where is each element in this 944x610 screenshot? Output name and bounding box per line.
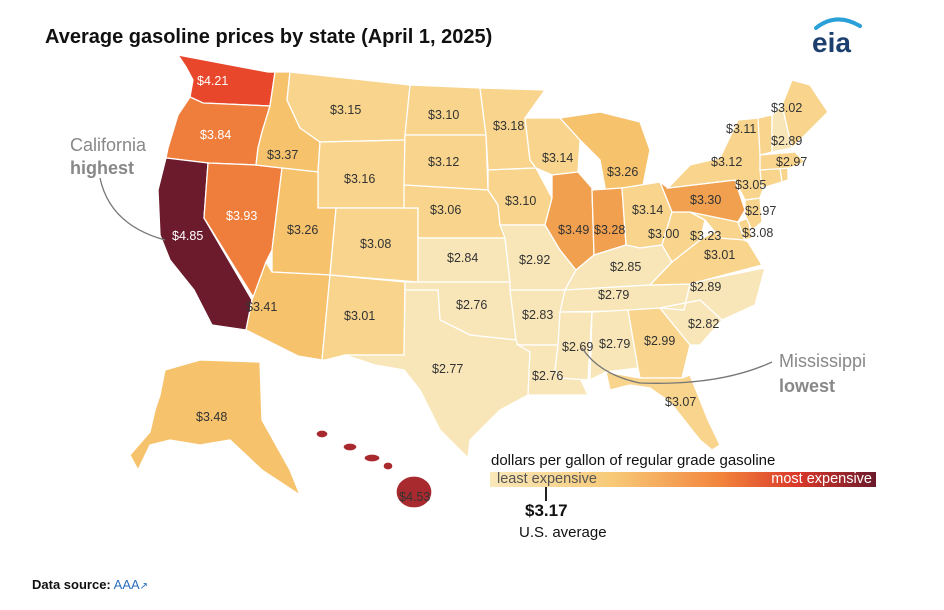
- price-label-ca: $4.85: [172, 229, 203, 243]
- price-label-sd: $3.12: [428, 155, 459, 169]
- price-label-nc: $2.89: [690, 280, 721, 294]
- state-texas[interactable]: [344, 289, 531, 460]
- state-alaska[interactable]: [129, 359, 302, 497]
- price-label-de: $3.08: [742, 226, 773, 240]
- state-hawaii[interactable]: [315, 429, 433, 509]
- legend-average-marker: [545, 487, 547, 501]
- price-label-tn: $2.79: [598, 288, 629, 302]
- price-label-hi: $4.53: [399, 490, 430, 504]
- price-label-ms: $2.69: [562, 340, 593, 354]
- price-label-md: $3.23: [690, 229, 721, 243]
- eia-logo[interactable]: eia: [808, 14, 868, 61]
- data-source-link[interactable]: AAA: [113, 577, 140, 592]
- price-label-ok: $2.76: [456, 298, 487, 312]
- price-label-al: $2.79: [599, 337, 630, 351]
- price-label-nv: $3.93: [226, 209, 257, 223]
- external-link-icon[interactable]: ↗: [139, 581, 149, 592]
- price-label-mi: $3.26: [607, 165, 638, 179]
- price-label-ne: $3.06: [430, 203, 461, 217]
- price-label-me: $3.02: [771, 101, 802, 115]
- mississippi-callout-line2: lowest: [779, 376, 835, 396]
- price-label-ia: $3.10: [505, 194, 536, 208]
- california-callout-line: [99, 177, 166, 241]
- price-label-ga: $2.99: [644, 334, 675, 348]
- price-label-wi: $3.14: [542, 151, 573, 165]
- state-indiana[interactable]: [591, 187, 627, 256]
- price-label-vt: $3.11: [726, 122, 756, 136]
- price-label-or: $3.84: [200, 128, 231, 142]
- price-label-fl: $3.07: [665, 395, 696, 409]
- legend-color-scale: [490, 472, 876, 487]
- price-label-ct: $3.12: [711, 155, 742, 169]
- data-source-label: Data source:: [32, 577, 111, 592]
- price-label-tx: $2.77: [432, 362, 463, 376]
- us-average-value: $3.17: [525, 501, 568, 520]
- price-label-az: $3.41: [246, 300, 277, 314]
- price-label-nj: $2.97: [745, 204, 776, 218]
- mississippi-callout-line: [581, 347, 773, 384]
- price-label-ar: $2.83: [522, 308, 553, 322]
- price-label-mt: $3.15: [330, 103, 361, 117]
- price-label-oh: $3.14: [632, 203, 663, 217]
- price-label-wv: $3.00: [648, 227, 679, 241]
- data-source: Data source: AAA↗: [32, 577, 148, 592]
- price-label-ma: $2.97: [776, 155, 807, 169]
- map-title: Average gasoline prices by state (April …: [45, 26, 493, 48]
- mississippi-callout-line1: Mississippi: [779, 351, 866, 371]
- california-callout-line1: California: [70, 135, 147, 155]
- state-maryland[interactable]: [689, 211, 746, 241]
- state-north-carolina[interactable]: [659, 267, 766, 321]
- state-vermont[interactable]: [757, 114, 773, 156]
- price-label-la: $2.76: [532, 369, 563, 383]
- logo-text: eia: [812, 27, 851, 56]
- state-rhode-island[interactable]: [779, 167, 789, 183]
- price-label-in: $3.28: [594, 223, 625, 237]
- price-label-co: $3.08: [360, 237, 391, 251]
- us-average-label: U.S. average: [519, 524, 607, 541]
- price-label-il: $3.49: [558, 223, 589, 237]
- state-massachusetts[interactable]: [759, 151, 807, 171]
- price-label-ut: $3.26: [287, 223, 318, 237]
- legend-caption: dollars per gallon of regular grade gaso…: [491, 452, 776, 469]
- state-florida[interactable]: [605, 371, 721, 451]
- price-label-wy: $3.16: [344, 172, 375, 186]
- price-label-ny: $3.05: [735, 178, 766, 192]
- price-label-sc: $2.82: [688, 317, 719, 331]
- price-label-wa: $4.21: [197, 74, 228, 88]
- price-label-nd: $3.10: [428, 108, 459, 122]
- state-maine[interactable]: [781, 79, 829, 150]
- price-label-id: $3.37: [267, 148, 298, 162]
- state-alabama[interactable]: [589, 309, 639, 382]
- price-label-nh: $2.89: [771, 134, 802, 148]
- price-label-pa: $3.30: [690, 193, 721, 207]
- price-label-ks: $2.84: [447, 251, 478, 265]
- price-label-ak: $3.48: [196, 410, 227, 424]
- price-label-ky: $2.85: [610, 260, 641, 274]
- price-label-mo: $2.92: [519, 253, 550, 267]
- price-label-mn: $3.18: [493, 119, 524, 133]
- state-virginia[interactable]: [648, 227, 764, 286]
- price-label-va: $3.01: [704, 248, 735, 262]
- price-label-nm: $3.01: [344, 309, 375, 323]
- california-callout-line2: highest: [70, 158, 134, 178]
- legend-low-label: least expensive: [497, 471, 597, 487]
- legend-high-label: most expensive: [771, 471, 872, 487]
